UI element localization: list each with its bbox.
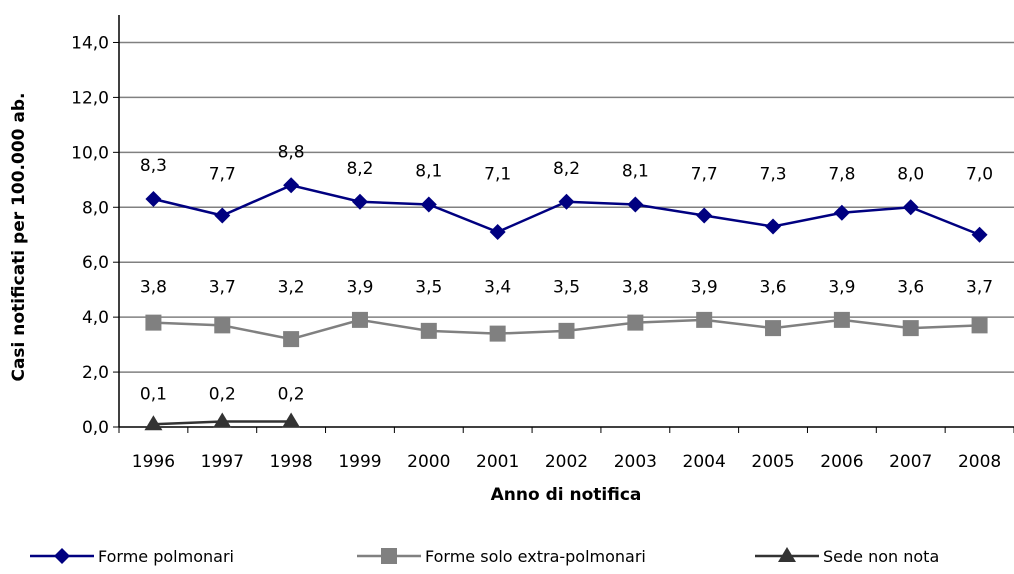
data-point-marker [351, 311, 368, 328]
data-point-marker [765, 320, 782, 337]
x-tick-label: 2003 [614, 452, 657, 472]
data-point-marker [971, 317, 988, 334]
data-label: 3,9 [691, 277, 718, 297]
data-label: 0,2 [278, 385, 305, 405]
x-tick-label: 1997 [201, 452, 244, 472]
x-tick-label: 1998 [269, 452, 312, 472]
x-tick-label: 2006 [820, 452, 863, 472]
data-label: 8,2 [553, 159, 580, 179]
data-point-marker [627, 196, 644, 213]
legend-marker [778, 547, 796, 562]
y-tick-label: 12,0 [71, 88, 109, 108]
gridlines [119, 41, 1014, 373]
data-label: 8,1 [622, 162, 649, 182]
data-point-marker [214, 317, 231, 334]
data-label: 7,3 [760, 164, 787, 184]
legend-label: Sede non nota [823, 547, 939, 566]
data-point-marker [283, 331, 300, 348]
data-label: 0,2 [209, 385, 236, 405]
x-tick-label: 2007 [889, 452, 932, 472]
data-label: 8,3 [140, 156, 167, 176]
data-point-marker [144, 415, 163, 431]
data-label: 3,5 [415, 277, 442, 297]
data-point-marker [489, 325, 506, 342]
y-axis-title: Casi notificati per 100.000 ab. [9, 92, 29, 381]
data-point-marker [558, 193, 575, 210]
data-label: 3,6 [897, 277, 924, 297]
data-point-marker [145, 314, 162, 331]
y-tick-label: 4,0 [82, 308, 109, 328]
data-label: 3,9 [828, 277, 855, 297]
data-point-marker [833, 311, 850, 328]
x-tick-label: 2005 [751, 452, 794, 472]
data-label: 3,8 [140, 277, 167, 297]
data-point-marker [627, 314, 644, 331]
legend-entry: Sede non nota [755, 547, 939, 566]
data-label: 0,1 [140, 385, 167, 405]
data-label: 7,0 [966, 164, 993, 184]
y-tick-label: 14,0 [71, 33, 109, 53]
y-tick-label: 10,0 [71, 143, 109, 163]
data-label: 7,7 [691, 164, 718, 184]
x-tick-label: 2008 [958, 452, 1001, 472]
x-axis-title: Anno di notifica [491, 485, 642, 505]
data-point-marker [902, 320, 919, 337]
data-point-marker [971, 226, 988, 243]
y-tick-label: 2,0 [82, 363, 109, 383]
data-point-marker [283, 177, 300, 194]
data-label: 3,5 [553, 277, 580, 297]
series-line [153, 183, 981, 236]
data-label: 7,8 [828, 164, 855, 184]
data-label: 3,7 [209, 277, 236, 297]
y-tick-label: 0,0 [82, 418, 109, 438]
data-point-marker [489, 223, 506, 240]
data-point-marker [696, 207, 713, 224]
data-label: 3,4 [484, 277, 511, 297]
data-label: 3,9 [346, 277, 373, 297]
x-tick-label: 2002 [545, 452, 588, 472]
x-tick-label: 1996 [132, 452, 175, 472]
y-tick-label: 8,0 [82, 198, 109, 218]
series-lines [144, 177, 988, 431]
data-point-marker [282, 412, 301, 428]
data-label: 3,8 [622, 277, 649, 297]
data-label: 8,1 [415, 162, 442, 182]
data-point-marker [214, 207, 231, 224]
data-point-marker [351, 193, 368, 210]
legend-label: Forme polmonari [98, 547, 234, 566]
data-point-marker [902, 199, 919, 216]
data-label: 3,2 [278, 277, 305, 297]
x-tick-label: 2000 [407, 452, 450, 472]
data-label: 3,6 [760, 277, 787, 297]
data-point-marker [765, 218, 782, 235]
data-point-marker [420, 322, 437, 339]
data-point-marker [696, 311, 713, 328]
data-point-marker [558, 322, 575, 339]
legend-marker [381, 548, 397, 564]
legend-marker [54, 548, 70, 564]
data-point-marker [145, 191, 162, 208]
data-point-marker [213, 412, 232, 428]
y-tick-label: 6,0 [82, 253, 109, 273]
data-label: 7,1 [484, 164, 511, 184]
data-point-marker [833, 204, 850, 221]
axes: 0,0 2,0 4,0 6,0 8,0 10,0 12,0 14,0 1996 1997 1998 1… [71, 15, 1014, 472]
data-point-marker [420, 196, 437, 213]
x-tick-label: 2004 [683, 452, 726, 472]
x-tick-label: 1999 [338, 452, 381, 472]
legend-label: Forme solo extra-polmonari [425, 547, 646, 566]
data-labels: 8,3 7,7 8,8 8,2 8,1 7,1 8,2 8,1 7,7 7,3 7,8 8,0 7,0 3… [140, 142, 993, 404]
data-label: 7,7 [209, 164, 236, 184]
data-label: 8,2 [346, 159, 373, 179]
legend-entry: Forme solo extra-polmonari [357, 547, 646, 566]
x-tick-label: 2001 [476, 452, 519, 472]
data-label: 8,8 [278, 142, 305, 162]
data-label: 3,7 [966, 277, 993, 297]
legend: Forme polmonari Forme solo extra-polmonar… [30, 547, 939, 566]
legend-entry: Forme polmonari [30, 547, 234, 566]
data-label: 8,0 [897, 164, 924, 184]
